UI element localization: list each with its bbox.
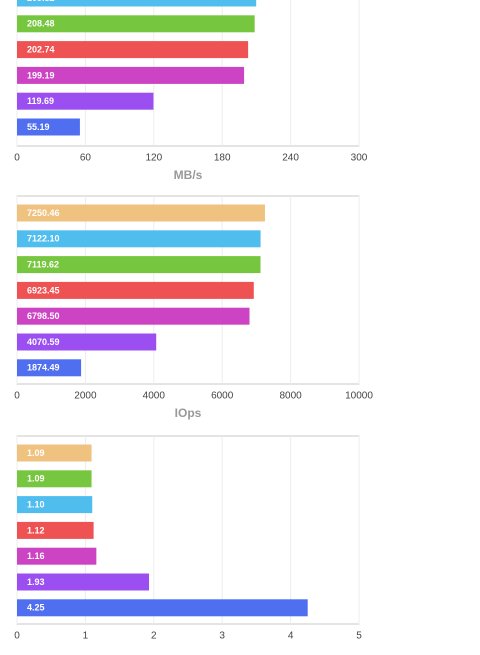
bar [17,547,97,565]
x-tick-label: 180 [214,153,231,164]
x-tick-label: 0 [14,631,20,642]
x-tick-label: 5 [356,631,362,642]
bar [17,307,250,325]
bar [17,15,255,33]
value-label: 7122.10 [27,234,60,244]
bar [17,496,93,514]
x-tick-label: 10000 [345,391,373,402]
value-label: 6798.50 [27,311,60,321]
bar [17,92,154,110]
bar [17,359,82,377]
x-tick-label: 120 [145,153,162,164]
value-label: 55.19 [27,122,50,132]
bar [17,333,157,351]
value-label: 202.74 [27,44,55,54]
bar [17,118,80,136]
x-tick-label: 2000 [74,391,97,402]
x-tick-label: 240 [282,153,299,164]
bar [17,521,94,539]
value-label: 6923.45 [27,285,60,295]
value-label: 4.25 [27,603,45,613]
x-tick-label: 60 [80,153,92,164]
value-label: 7250.46 [27,208,60,218]
bar [17,0,257,7]
value-label: 1.09 [27,474,45,484]
value-label: 1874.49 [27,363,60,373]
bar [17,470,92,488]
value-label: 119.69 [27,96,54,106]
bar [17,256,261,274]
value-label: 208.48 [27,19,55,29]
x-tick-label: 4 [288,631,294,642]
x-tick-label: 0 [14,153,20,164]
bar [17,41,249,59]
value-label: 4070.59 [27,337,60,347]
x-axis-label: IOps [175,406,202,420]
bar [17,444,92,462]
x-tick-label: 300 [351,153,368,164]
value-label: 7119.62 [27,259,59,269]
x-tick-label: 2 [151,631,157,642]
x-axis-label: MB/s [174,168,203,182]
bar [17,230,261,248]
x-tick-label: 1 [83,631,89,642]
x-tick-label: 0 [14,391,20,402]
value-label: 1.10 [27,499,45,509]
x-tick-label: 6000 [211,391,234,402]
bar [17,66,245,84]
value-label: 199.19 [27,70,55,80]
bar [17,573,150,591]
value-label: 1.12 [27,525,45,535]
x-tick-label: 4000 [143,391,166,402]
x-tick-label: 3 [219,631,225,642]
bar [17,281,254,299]
bar [17,204,265,222]
value-label: 1.93 [27,577,45,587]
value-label: 209.82 [27,0,55,3]
value-label: 1.09 [27,448,45,458]
x-tick-label: 8000 [279,391,302,402]
bar [17,599,308,617]
value-label: 1.16 [27,551,45,561]
